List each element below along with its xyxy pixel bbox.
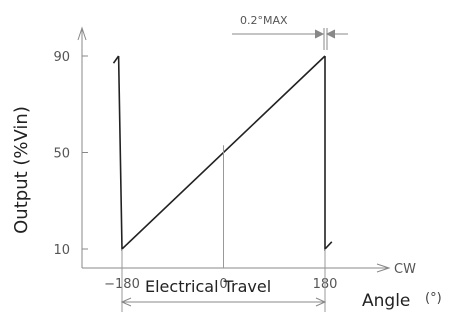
electrical-travel-label: Electrical Travel (145, 277, 271, 296)
travel-arrow-right-head (315, 297, 327, 307)
tolerance-arrow-head-left (314, 29, 325, 39)
y-axis-title: Output (%Vin) (11, 106, 32, 234)
y-tick-label-90: 90 (53, 50, 70, 65)
cw-direction-label: CW (394, 262, 416, 277)
x-tick-label-0: 0 (219, 277, 227, 292)
annotation-layer: 0.2°MAX Electrical Travel (120, 14, 348, 312)
series-layer (112, 55, 333, 268)
tolerance-arrow-head-right (325, 29, 336, 39)
x-axis-title: Angle (362, 291, 410, 311)
y-axis-arrow (77, 26, 87, 41)
axes-layer (77, 26, 391, 273)
series-0-segment-0 (112, 55, 120, 64)
series-0-segment-2 (324, 56, 333, 252)
y-tick-label-50: 50 (53, 147, 70, 162)
y-tick-label-10: 10 (53, 243, 70, 258)
x-axis-arrow (376, 263, 391, 273)
max-tolerance-label: 0.2°MAX (240, 14, 288, 27)
travel-arrow-left-head (120, 297, 132, 307)
x-axis-unit: (°) (425, 291, 442, 306)
series-0-segment-1 (117, 55, 326, 251)
